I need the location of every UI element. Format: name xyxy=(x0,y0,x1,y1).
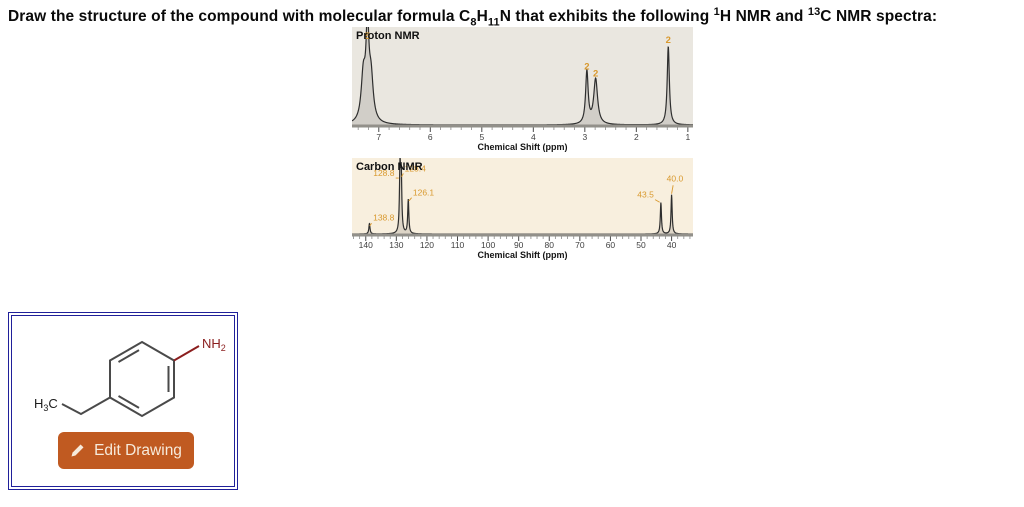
ring-bond xyxy=(109,340,175,418)
ethyl-bond xyxy=(61,396,111,416)
carbon-nmr-chart: Carbon NMR 140 130 120 110 100 90 80 70 60 50 40 Ch… xyxy=(352,158,693,264)
svg-text:80: 80 xyxy=(545,240,555,250)
svg-text:100: 100 xyxy=(481,240,495,250)
molecule-drawing: H3C NH2 xyxy=(34,336,226,418)
methyl-label: H3C xyxy=(34,396,58,413)
svg-text:6: 6 xyxy=(428,132,433,142)
svg-text:128.4: 128.4 xyxy=(405,164,427,174)
svg-text:126.1: 126.1 xyxy=(413,188,435,198)
proton-nmr-chart: Proton NMR 7 6 5 4 3 2 1 Chemical Shift (ppm) 5 2… xyxy=(352,27,693,154)
svg-text:4: 4 xyxy=(531,132,536,142)
carbon-nmr-title: Carbon NMR xyxy=(356,161,423,173)
svg-text:40: 40 xyxy=(667,240,677,250)
structure-panel-inner: H3C NH2 Edit Drawing xyxy=(11,315,235,487)
proton-nmr-title: Proton NMR xyxy=(356,30,420,42)
svg-text:130: 130 xyxy=(389,240,403,250)
edit-drawing-label: Edit Drawing xyxy=(94,441,182,459)
svg-text:2: 2 xyxy=(666,35,671,46)
svg-text:110: 110 xyxy=(451,240,465,250)
svg-text:5: 5 xyxy=(365,31,371,42)
svg-text:3: 3 xyxy=(582,132,587,142)
svg-text:140: 140 xyxy=(359,240,373,250)
svg-text:128.8: 128.8 xyxy=(373,168,395,178)
pencil-icon xyxy=(71,444,84,457)
svg-text:138.8: 138.8 xyxy=(373,213,395,223)
double-bond xyxy=(117,395,140,409)
svg-text:2: 2 xyxy=(634,132,639,142)
double-bond xyxy=(117,349,140,363)
edit-drawing-button[interactable]: Edit Drawing xyxy=(58,432,194,469)
svg-text:7: 7 xyxy=(376,132,381,142)
svg-text:Chemical Shift (ppm): Chemical Shift (ppm) xyxy=(477,250,567,260)
amine-bond xyxy=(173,345,200,362)
svg-text:90: 90 xyxy=(514,240,524,250)
amine-label: NH2 xyxy=(202,336,226,353)
svg-text:43.5: 43.5 xyxy=(637,190,654,200)
svg-text:70: 70 xyxy=(575,240,585,250)
question-title: Draw the structure of the compound with … xyxy=(8,6,938,29)
carbon-nmr-plot: 140 130 120 110 100 90 80 70 60 50 40 Chemical Shif… xyxy=(352,158,693,260)
svg-text:50: 50 xyxy=(636,240,646,250)
svg-text:40.0: 40.0 xyxy=(667,173,684,183)
benzene-ring xyxy=(109,340,175,418)
svg-text:Chemical Shift (ppm): Chemical Shift (ppm) xyxy=(477,142,567,152)
title-text: Draw the structure of the compound with … xyxy=(8,8,471,26)
svg-text:5: 5 xyxy=(479,132,484,142)
svg-text:1: 1 xyxy=(685,132,690,142)
svg-text:120: 120 xyxy=(420,240,434,250)
structure-answer-panel: H3C NH2 Edit Drawing xyxy=(8,312,238,490)
svg-text:2: 2 xyxy=(593,68,598,79)
svg-text:2: 2 xyxy=(584,61,589,72)
svg-text:60: 60 xyxy=(606,240,616,250)
